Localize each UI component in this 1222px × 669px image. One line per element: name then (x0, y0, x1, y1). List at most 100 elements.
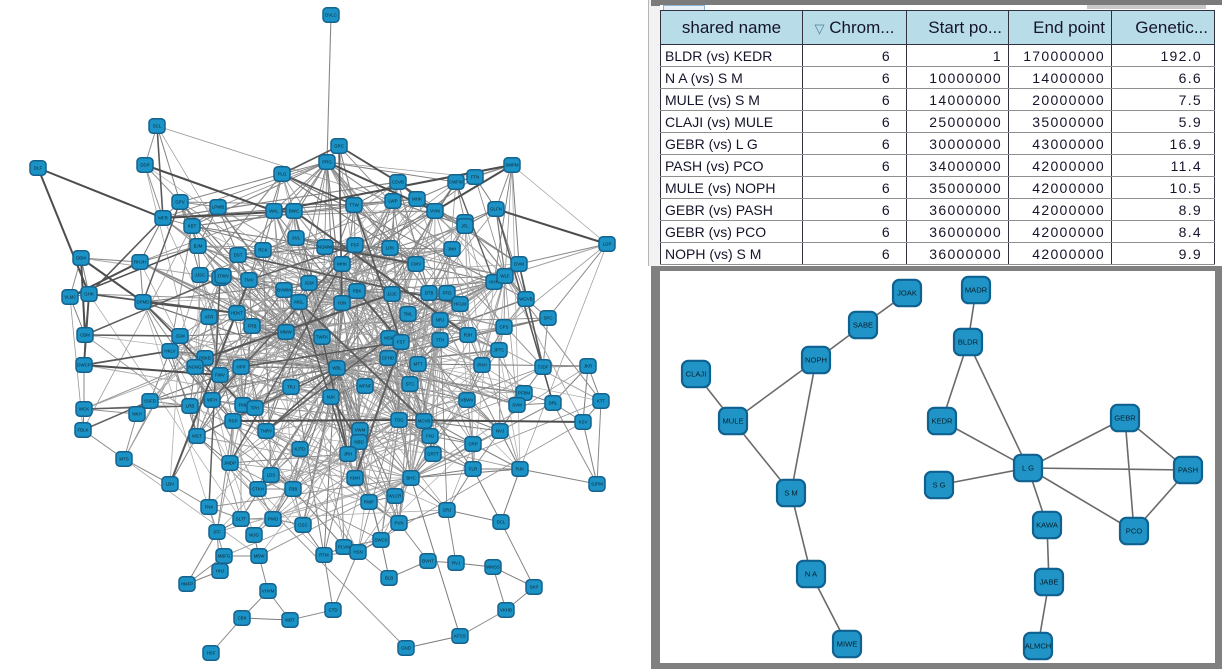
svg-text:GEBR: GEBR (1114, 414, 1136, 423)
svg-text:SABE: SABE (853, 321, 873, 330)
svg-text:FWV: FWV (215, 373, 225, 378)
svg-text:SLTT: SLTT (236, 517, 247, 522)
svg-text:HFLM: HFLM (454, 302, 466, 307)
svg-text:ALMCH: ALMCH (1025, 642, 1052, 651)
svg-text:MGT: MGT (192, 434, 202, 439)
svg-text:PHH: PHH (477, 363, 486, 368)
svg-text:SSFD: SSFD (144, 399, 156, 404)
svg-text:VFR: VFR (205, 315, 214, 320)
svg-text:RWP: RWP (364, 500, 374, 505)
svg-text:RSP: RSP (228, 419, 237, 424)
svg-text:GND: GND (401, 646, 411, 651)
svg-text:RVJ: RVJ (452, 561, 460, 566)
svg-text:FML: FML (239, 403, 248, 408)
svg-text:VHVM: VHVM (262, 589, 275, 594)
svg-text:FTN: FTN (471, 175, 480, 180)
svg-text:HPP: HPP (236, 365, 245, 370)
svg-text:CRP: CRP (468, 442, 477, 447)
svg-text:CPS: CPS (499, 325, 508, 330)
svg-text:BHC: BHC (406, 476, 415, 481)
svg-text:BJM: BJM (194, 244, 203, 249)
svg-text:RJH: RJH (464, 333, 473, 338)
svg-text:VVM: VVM (430, 209, 440, 214)
svg-text:N A: N A (805, 570, 818, 579)
svg-text:NKH: NKH (132, 412, 141, 417)
svg-text:CWV: CWV (411, 262, 421, 267)
svg-text:MBFG: MBFG (218, 554, 231, 559)
svg-text:RHJH: RHJH (134, 260, 146, 265)
svg-text:PVN: PVN (394, 521, 403, 526)
svg-text:PCO: PCO (1126, 527, 1143, 536)
svg-text:MTT: MTT (413, 362, 422, 367)
svg-text:KJTD: KJTD (295, 447, 306, 452)
svg-text:LWP: LWP (388, 199, 397, 204)
svg-text:GHK: GHK (84, 292, 94, 297)
svg-text:TDG: TDG (394, 418, 404, 423)
svg-text:FRB: FRB (248, 324, 257, 329)
svg-text:MMW: MMW (280, 330, 292, 335)
svg-text:HHR: HHR (489, 280, 499, 285)
svg-text:RJK: RJK (516, 467, 524, 472)
svg-text:BLB: BLB (385, 576, 393, 581)
svg-text:S G: S G (932, 481, 945, 490)
svg-text:WJG: WJG (249, 533, 259, 538)
svg-text:TPH: TPH (251, 406, 260, 411)
svg-text:SCL: SCL (153, 124, 162, 129)
svg-text:JMDP: JMDP (224, 461, 236, 466)
svg-text:JFL: JFL (461, 224, 469, 229)
svg-text:WFH: WFH (207, 398, 217, 403)
svg-text:DWCP: DWCP (77, 363, 90, 368)
svg-text:KBT: KBT (188, 224, 197, 229)
svg-text:DCL: DCL (497, 520, 506, 525)
svg-text:LPWB: LPWB (212, 205, 225, 210)
svg-text:NGMW: NGMW (318, 245, 333, 250)
svg-text:WKL: WKL (269, 209, 279, 214)
svg-text:NGNG: NGNG (188, 365, 202, 370)
svg-text:DBM: DBM (76, 256, 86, 261)
svg-text:NJK: NJK (327, 395, 335, 400)
svg-text:PLVM: PLVM (338, 545, 350, 550)
svg-text:NRJ: NRJ (436, 318, 445, 323)
svg-text:JKR: JKR (584, 364, 592, 369)
svg-text:LPK: LPK (386, 246, 394, 251)
svg-text:KFCS: KFCS (454, 634, 466, 639)
svg-text:MBW: MBW (254, 554, 266, 559)
svg-text:HHJ: HHJ (216, 569, 225, 574)
svg-text:WCK: WCK (79, 407, 89, 412)
svg-text:CLAJI: CLAJI (686, 370, 707, 379)
svg-text:CTD: CTD (328, 608, 337, 613)
svg-text:PLG: PLG (278, 172, 287, 177)
svg-text:FST: FST (397, 340, 406, 345)
svg-text:BLDR: BLDR (958, 338, 979, 347)
svg-text:MADR: MADR (965, 286, 988, 295)
svg-text:VKHB: VKHB (500, 608, 512, 613)
svg-text:BWC: BWC (289, 209, 299, 214)
svg-text:NVJ: NVJ (496, 429, 504, 434)
svg-text:DTB: DTB (425, 291, 434, 296)
svg-text:KTT: KTT (597, 399, 606, 404)
svg-text:JOAK: JOAK (897, 289, 917, 298)
svg-text:GPV: GPV (175, 200, 184, 205)
svg-text:SMPM: SMPM (505, 163, 519, 168)
svg-text:BVHT: BVHT (422, 559, 434, 564)
svg-text:MULE: MULE (722, 417, 743, 426)
svg-text:RCK: RCK (258, 248, 267, 253)
svg-text:PWD: PWD (268, 517, 278, 522)
svg-text:VWM: VWM (355, 428, 366, 433)
svg-text:CBK: CBK (237, 616, 246, 621)
svg-text:PASH: PASH (1178, 466, 1198, 475)
svg-text:SKP: SKP (530, 585, 539, 590)
svg-text:DDP: DDP (140, 163, 149, 168)
svg-text:VLMJ: VLMJ (64, 295, 75, 300)
svg-text:TNRV: TNRV (260, 429, 272, 434)
svg-text:HDKT: HDKT (231, 311, 243, 316)
svg-text:FBB: FBB (289, 487, 298, 492)
svg-text:DST: DST (234, 253, 243, 258)
svg-text:JFF: JFF (213, 530, 221, 535)
svg-text:WMSS: WMSS (486, 565, 500, 570)
svg-text:MHK: MHK (412, 197, 422, 202)
svg-text:STC: STC (406, 382, 415, 387)
svg-text:DVM: DVM (514, 262, 524, 267)
svg-text:LDS: LDS (267, 473, 276, 478)
svg-text:PFBM: PFBM (518, 391, 531, 396)
